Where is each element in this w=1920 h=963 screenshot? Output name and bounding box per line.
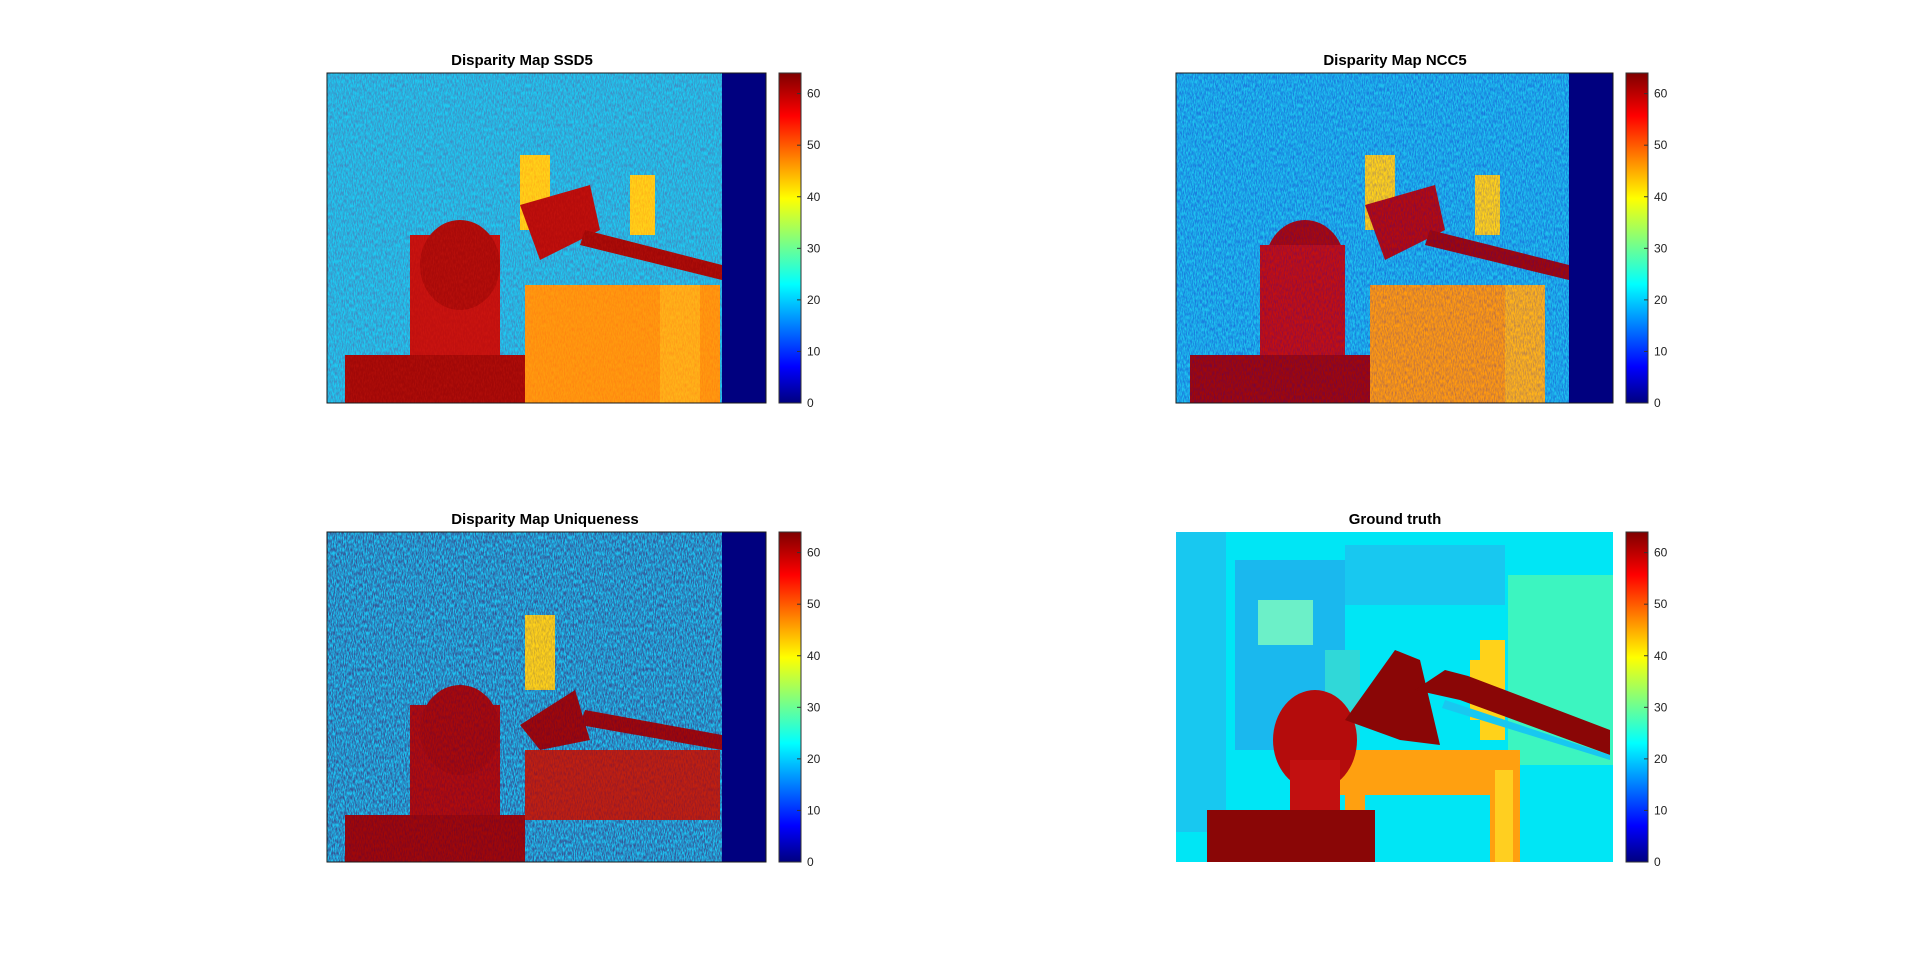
axes-frame-ncc5 bbox=[1175, 72, 1614, 404]
panel-ncc5: Disparity Map NCC5 0 10 20 30 40 50 60 bbox=[1175, 52, 1668, 410]
colorbar-tick-label: 50 bbox=[807, 597, 821, 611]
heatmap-image-ncc5 bbox=[1176, 73, 1613, 403]
axes-frame-ssd5 bbox=[326, 72, 767, 404]
colorbar-ncc5: 0 10 20 30 40 50 60 bbox=[1625, 72, 1668, 410]
colorbar-tick-label: 40 bbox=[807, 649, 821, 663]
colorbar-tick-label: 10 bbox=[807, 344, 821, 358]
colorbar-tick-label: 20 bbox=[807, 752, 821, 766]
colorbar-tick-label: 0 bbox=[807, 855, 814, 869]
colorbar-ground-truth: 0 10 20 30 40 50 60 bbox=[1625, 531, 1668, 869]
panel-title-ground-truth: Ground truth bbox=[1349, 511, 1441, 528]
panel-uniqueness: Disparity Map Uniqueness 0 10 20 30 40 50 60 bbox=[326, 511, 821, 869]
colorbar-tick-label: 40 bbox=[1654, 649, 1668, 663]
heatmap-image-ground-truth bbox=[1176, 532, 1613, 862]
colorbar-tick-label: 20 bbox=[807, 293, 821, 307]
panel-ssd5: Disparity Map SSD5 0 10 20 30 40 50 60 bbox=[326, 52, 821, 410]
colorbar-tick-label: 60 bbox=[1654, 87, 1668, 101]
colorbar-tick-label: 0 bbox=[1654, 396, 1661, 410]
heatmap-image-ssd5 bbox=[327, 73, 766, 403]
colorbar-uniqueness: 0 10 20 30 40 50 60 bbox=[778, 531, 821, 869]
colorbar-tick-label: 0 bbox=[1654, 855, 1661, 869]
panel-title-ncc5: Disparity Map NCC5 bbox=[1323, 52, 1466, 69]
colorbar-tick-label: 60 bbox=[1654, 546, 1668, 560]
colorbar-tick-label: 30 bbox=[807, 241, 821, 255]
heatmap-image-uniqueness bbox=[327, 532, 766, 862]
colorbar-tick-label: 60 bbox=[807, 546, 821, 560]
colorbar-tick-label: 10 bbox=[1654, 803, 1668, 817]
axes-frame-uniqueness bbox=[326, 531, 767, 863]
colorbar-tick-label: 20 bbox=[1654, 752, 1668, 766]
colorbar-tick-label: 30 bbox=[807, 700, 821, 714]
panel-title-uniqueness: Disparity Map Uniqueness bbox=[451, 511, 639, 528]
colorbar-tick-label: 30 bbox=[1654, 700, 1668, 714]
colorbar-tick-label: 0 bbox=[807, 396, 814, 410]
colorbar-tick-label: 40 bbox=[807, 190, 821, 204]
panel-ground-truth: Ground truth 0 10 20 30 40 50 60 bbox=[1176, 511, 1668, 869]
colorbar-ssd5: 0 10 20 30 40 50 60 bbox=[778, 72, 821, 410]
colorbar-tick-label: 10 bbox=[807, 803, 821, 817]
colorbar-tick-label: 50 bbox=[1654, 138, 1668, 152]
panel-title-ssd5: Disparity Map SSD5 bbox=[451, 52, 593, 69]
colorbar-tick-label: 50 bbox=[1654, 597, 1668, 611]
colorbar-tick-label: 20 bbox=[1654, 293, 1668, 307]
colorbar-tick-label: 40 bbox=[1654, 190, 1668, 204]
colorbar-tick-label: 60 bbox=[807, 87, 821, 101]
colorbar-tick-label: 30 bbox=[1654, 241, 1668, 255]
colorbar-tick-label: 10 bbox=[1654, 344, 1668, 358]
colorbar-tick-label: 50 bbox=[807, 138, 821, 152]
